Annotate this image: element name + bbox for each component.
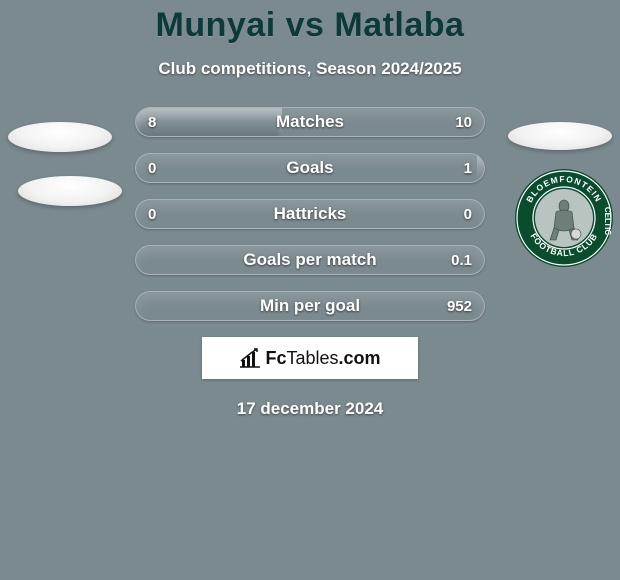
logo-strong: Fc — [265, 348, 286, 368]
logo-text: FcTables.com — [265, 348, 380, 369]
logo-rest: Tables — [286, 348, 338, 368]
player-photo-placeholder — [8, 122, 112, 152]
stat-label: Goals — [136, 154, 484, 182]
subtitle: Club competitions, Season 2024/2025 — [0, 59, 620, 79]
player-photo-placeholder — [508, 122, 612, 150]
page-title: Munyai vs Matlaba — [0, 0, 620, 45]
stat-bar: 0.1Goals per match — [135, 245, 485, 275]
badge-center-text: CELTIC — [603, 207, 612, 236]
comparison-bars: 810Matches01Goals00Hattricks0.1Goals per… — [135, 107, 485, 321]
stat-label: Min per goal — [136, 292, 484, 320]
stat-bar-fill-right — [477, 154, 484, 182]
player-photo-placeholder — [18, 176, 122, 206]
stat-label: Goals per match — [136, 246, 484, 274]
stat-bar: 952Min per goal — [135, 291, 485, 321]
bar-chart-icon — [239, 348, 261, 368]
stat-value-right: 0 — [464, 200, 472, 228]
date-line: 17 december 2024 — [0, 399, 620, 419]
fctables-logo: FcTables.com — [202, 337, 418, 379]
stat-label: Hattricks — [136, 200, 484, 228]
stat-bar-fill-left — [136, 108, 282, 136]
stat-value-right: 1 — [464, 154, 472, 182]
stat-value-left: 0 — [148, 200, 156, 228]
stat-bar: 0 0Hattricks — [135, 199, 485, 229]
stat-value-right: 10 — [455, 108, 472, 136]
stat-value-left: 8 — [148, 108, 156, 136]
stat-bar: 0 1Goals — [135, 153, 485, 183]
logo-domain: .com — [339, 348, 381, 368]
club-badge: BLOEMFONTEIN FOOTBALL CLUB CELTIC — [514, 168, 614, 268]
stat-value-right: 952 — [447, 292, 472, 320]
stat-value-left: 0 — [148, 154, 156, 182]
stat-value-right: 0.1 — [451, 246, 472, 274]
stat-bar: 810Matches — [135, 107, 485, 137]
